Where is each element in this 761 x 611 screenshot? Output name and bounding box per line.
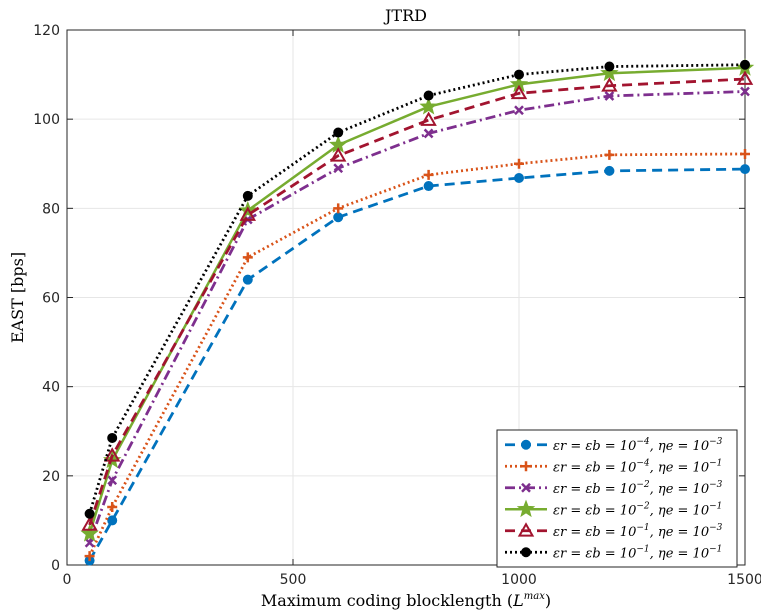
data-point [740,164,750,175]
data-point [242,252,253,263]
data-point [514,158,524,169]
series-6 [84,59,750,519]
data-point [107,515,118,526]
data-point [84,537,95,548]
x-tick-label: 0 [63,572,72,588]
legend-marker [521,439,531,450]
x-axis-label-var: L [512,591,524,610]
x-tick-label: 1500 [727,572,761,588]
data-point [81,516,98,531]
series-4 [80,58,755,542]
y-tick-label: 100 [33,112,60,128]
data-point [514,105,524,116]
y-tick-label: 80 [42,201,60,217]
data-point [107,432,118,443]
series-group [80,58,755,566]
series-1 [84,164,750,566]
series-line [88,90,746,544]
data-point [601,77,618,92]
legend-entry: εr = εb = 10−4, ηe = 10−1 [553,458,722,475]
legend-entry: εr = εb = 10−4, ηe = 10−3 [553,437,723,454]
series-line [88,167,746,562]
series-5 [81,70,754,531]
data-point [740,86,750,97]
series-line [88,66,746,535]
data-point [239,206,257,221]
x-tick-label: 500 [280,572,307,588]
data-point [333,163,344,174]
series-line [88,77,746,526]
x-axis-label-close: ) [545,591,551,610]
legend-marker [516,499,536,518]
data-point [423,169,434,180]
axis-ticks: 0 500 1000 1500 0 20 40 60 80 100 120 [33,23,761,588]
y-tick-label: 120 [33,23,60,39]
data-point [740,148,750,159]
legend: εr = εb = 10−4, ηe = 10−3 εr = εb = 10−4,… [496,429,738,568]
legend-entry: εr = εb = 10−1, ηe = 10−3 [553,523,723,540]
legend-marker [521,461,531,472]
series-line [88,152,746,557]
data-point [423,181,434,192]
series-2 [84,148,750,562]
data-point [103,447,121,462]
data-point [419,96,438,115]
data-point [333,127,344,138]
legend-marker [517,522,535,537]
x-axis-label-sup: max [524,591,545,602]
legend-marker [521,482,531,493]
legend-entry: εr = εb = 10−2, ηe = 10−3 [553,480,723,497]
data-point [514,173,524,184]
data-point [329,147,347,162]
data-point [604,149,615,160]
y-tick-label: 0 [51,558,60,574]
data-point [333,203,344,214]
data-point [242,274,253,285]
series-3 [84,86,750,548]
data-point [604,61,615,72]
x-axis-label-text: Maximum coding blocklength ( [261,591,513,610]
y-axis-label: EAST [bps] [8,252,27,343]
y-tick-label: 20 [42,469,60,485]
data-point [420,111,437,126]
chart-title: JTRD [383,6,427,25]
data-point [84,551,95,562]
data-point [514,69,524,80]
x-axis-label: Maximum coding blocklength (Lmax) [261,591,551,610]
data-point [600,63,619,82]
data-point [604,165,615,176]
x-tick-label: 1000 [501,572,537,588]
data-point [80,524,99,542]
data-point [107,502,118,513]
legend-marker [521,547,531,558]
data-point [736,70,754,85]
data-point [333,212,344,223]
data-point [423,90,434,101]
legend-box [496,429,738,568]
data-point [242,190,253,201]
data-point [510,84,528,100]
y-tick-label: 60 [42,291,60,307]
y-tick-label: 40 [42,380,60,396]
data-point [84,508,95,519]
legend-entry: εr = εb = 10−2, ηe = 10−1 [553,501,722,518]
data-point [740,59,750,70]
data-point [107,475,118,486]
data-point [423,128,434,139]
legend-entry: εr = εb = 10−1, ηe = 10−1 [553,544,722,561]
data-point [604,91,615,101]
series-line [88,63,746,515]
